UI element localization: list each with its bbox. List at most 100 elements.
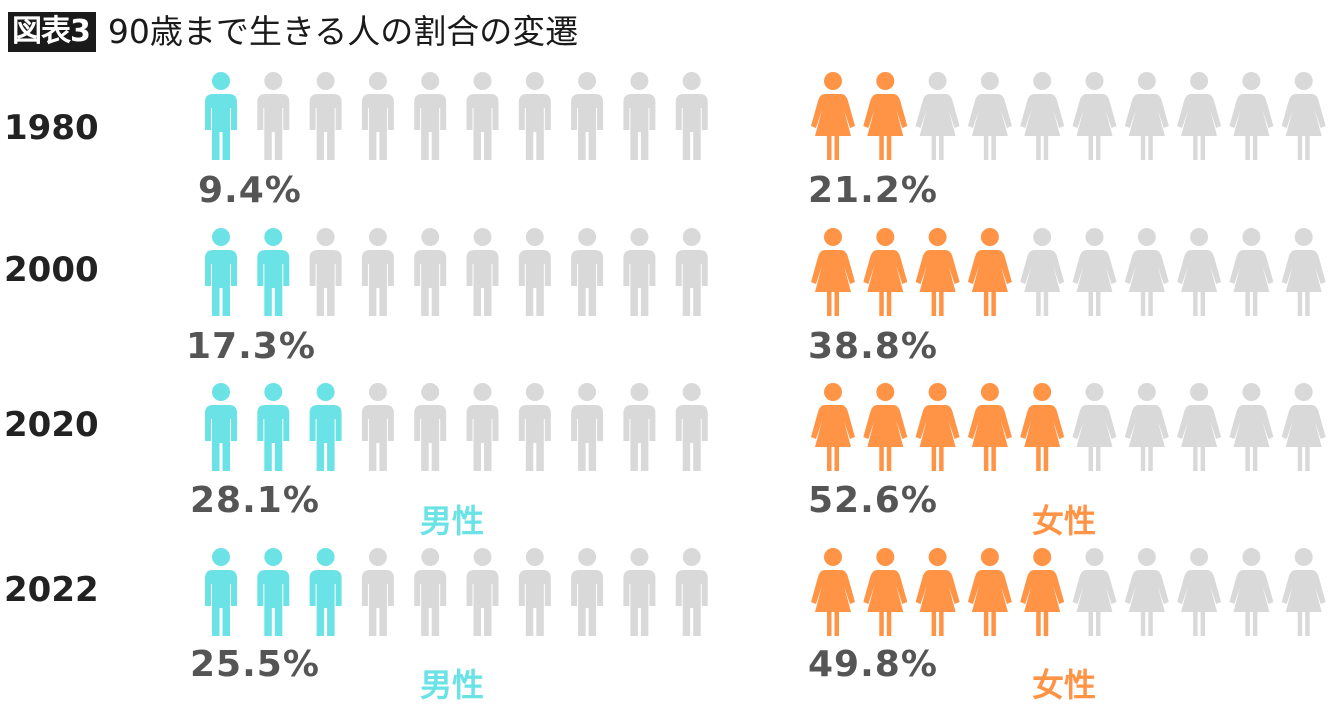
male-person-icon-2020-2 bbox=[257, 383, 290, 471]
male-person-icon-2020-4 bbox=[361, 383, 394, 471]
female-person-icon-2000-4 bbox=[967, 228, 1012, 316]
female-pct-2000: 38.8% bbox=[808, 326, 938, 367]
male-person-icon-2000-6 bbox=[466, 228, 499, 316]
male-person-icon-2022-3 bbox=[309, 548, 342, 636]
year-label-2000: 2000 bbox=[4, 250, 99, 290]
female-person-icon-2022-3 bbox=[915, 548, 960, 636]
male-person-icon-1980-6 bbox=[466, 72, 499, 160]
female-person-icon-2022-10 bbox=[1281, 548, 1326, 636]
figure-number-badge: 図表3 bbox=[8, 12, 96, 52]
male-person-icon-2000-7 bbox=[518, 228, 551, 316]
female-person-icon-1980-2 bbox=[863, 72, 908, 160]
female-person-icon-2020-9 bbox=[1229, 383, 1274, 471]
male-person-icon-2022-9 bbox=[623, 548, 656, 636]
year-label-1980: 1980 bbox=[4, 108, 99, 148]
male-person-icon-2000-5 bbox=[414, 228, 447, 316]
male-person-icon-1980-3 bbox=[309, 72, 342, 160]
female-person-icon-1980-1 bbox=[811, 72, 855, 160]
male-pct-2000: 17.3% bbox=[186, 326, 316, 367]
female-person-icon-2000-2 bbox=[863, 228, 908, 316]
male-person-icon-2022-1 bbox=[205, 548, 237, 636]
male-person-icon-1980-2 bbox=[257, 72, 290, 160]
male-person-icon-2000-2 bbox=[257, 228, 290, 316]
male-person-icon-2020-9 bbox=[623, 383, 656, 471]
female-person-icon-2000-7 bbox=[1124, 228, 1169, 316]
male-person-icon-1980-4 bbox=[361, 72, 394, 160]
male-pct-1980: 9.4% bbox=[198, 170, 302, 211]
female-person-icon-2020-2 bbox=[863, 383, 908, 471]
male-person-icon-2020-1 bbox=[205, 383, 237, 471]
female-person-icon-2022-2 bbox=[863, 548, 908, 636]
female-person-icon-2020-4 bbox=[967, 383, 1012, 471]
female-person-icon-2020-6 bbox=[1072, 383, 1117, 471]
year-label-2022: 2022 bbox=[4, 570, 99, 610]
female-person-icon-2000-10 bbox=[1281, 228, 1326, 316]
male-person-icon-2020-7 bbox=[518, 383, 551, 471]
female-person-icon-2000-5 bbox=[1020, 228, 1065, 316]
male-person-icon-2022-4 bbox=[361, 548, 394, 636]
female-pct-1980: 21.2% bbox=[808, 170, 938, 211]
male-person-icon-2022-10 bbox=[675, 548, 708, 636]
legend-male-2022: 男性 bbox=[420, 666, 485, 704]
male-person-icon-2022-2 bbox=[257, 548, 290, 636]
female-person-icon-2022-6 bbox=[1072, 548, 1117, 636]
female-person-icon-2020-5 bbox=[1020, 383, 1065, 471]
male-person-icon-2000-1 bbox=[205, 228, 237, 316]
female-person-icon-2022-4 bbox=[967, 548, 1012, 636]
female-person-icon-2022-1 bbox=[811, 548, 855, 636]
male-person-icon-2000-3 bbox=[309, 228, 342, 316]
female-person-icon-2020-7 bbox=[1124, 383, 1169, 471]
female-person-icon-2000-6 bbox=[1072, 228, 1117, 316]
male-person-icon-2020-3 bbox=[309, 383, 342, 471]
male-person-icon-2022-5 bbox=[414, 548, 447, 636]
male-person-icon-2000-8 bbox=[571, 228, 604, 316]
male-person-icon-2020-10 bbox=[675, 383, 708, 471]
female-person-icon-1980-10 bbox=[1281, 72, 1326, 160]
female-person-icon-1980-9 bbox=[1229, 72, 1274, 160]
year-label-2020: 2020 bbox=[4, 405, 99, 445]
male-person-icon-2020-8 bbox=[571, 383, 604, 471]
female-person-icon-2000-9 bbox=[1229, 228, 1274, 316]
female-person-icon-2022-8 bbox=[1177, 548, 1222, 636]
legend-female-2022: 女性 bbox=[1032, 666, 1097, 704]
female-person-icon-2000-3 bbox=[915, 228, 960, 316]
female-person-icon-2022-5 bbox=[1020, 548, 1065, 636]
male-person-icon-1980-7 bbox=[518, 72, 551, 160]
female-person-icon-2020-8 bbox=[1177, 383, 1222, 471]
female-person-icon-1980-3 bbox=[915, 72, 960, 160]
male-person-icon-2000-9 bbox=[623, 228, 656, 316]
male-person-icon-2020-5 bbox=[414, 383, 447, 471]
female-person-icon-2020-10 bbox=[1281, 383, 1326, 471]
female-person-icon-1980-6 bbox=[1072, 72, 1117, 160]
female-person-icon-1980-4 bbox=[967, 72, 1012, 160]
chart-title: 90歳まで生きる人の割合の変遷 bbox=[107, 12, 579, 51]
female-person-icon-2022-9 bbox=[1229, 548, 1274, 636]
female-person-icon-1980-8 bbox=[1177, 72, 1222, 160]
male-person-icon-1980-10 bbox=[675, 72, 708, 160]
female-pct-2022: 49.8% bbox=[808, 644, 938, 685]
legend-female-2020: 女性 bbox=[1032, 502, 1097, 540]
female-person-icon-2000-8 bbox=[1177, 228, 1222, 316]
male-pct-2022: 25.5% bbox=[190, 644, 320, 685]
male-person-icon-2020-6 bbox=[466, 383, 499, 471]
female-person-icon-2020-1 bbox=[811, 383, 855, 471]
male-person-icon-2022-8 bbox=[571, 548, 604, 636]
female-person-icon-2000-1 bbox=[811, 228, 855, 316]
female-person-icon-1980-7 bbox=[1124, 72, 1169, 160]
male-pct-2020: 28.1% bbox=[190, 480, 320, 521]
female-person-icon-1980-5 bbox=[1020, 72, 1065, 160]
female-pct-2020: 52.6% bbox=[808, 480, 938, 521]
male-person-icon-2022-7 bbox=[518, 548, 551, 636]
female-person-icon-2020-3 bbox=[915, 383, 960, 471]
legend-male-2020: 男性 bbox=[420, 502, 485, 540]
male-person-icon-2022-6 bbox=[466, 548, 499, 636]
chart-header: 図表3 90歳まで生きる人の割合の変遷 bbox=[8, 10, 578, 54]
female-person-icon-2022-7 bbox=[1124, 548, 1169, 636]
male-person-icon-1980-8 bbox=[571, 72, 604, 160]
male-person-icon-1980-1 bbox=[205, 72, 237, 160]
male-person-icon-1980-9 bbox=[623, 72, 656, 160]
male-person-icon-1980-5 bbox=[414, 72, 447, 160]
male-person-icon-2000-10 bbox=[675, 228, 708, 316]
male-person-icon-2000-4 bbox=[361, 228, 394, 316]
